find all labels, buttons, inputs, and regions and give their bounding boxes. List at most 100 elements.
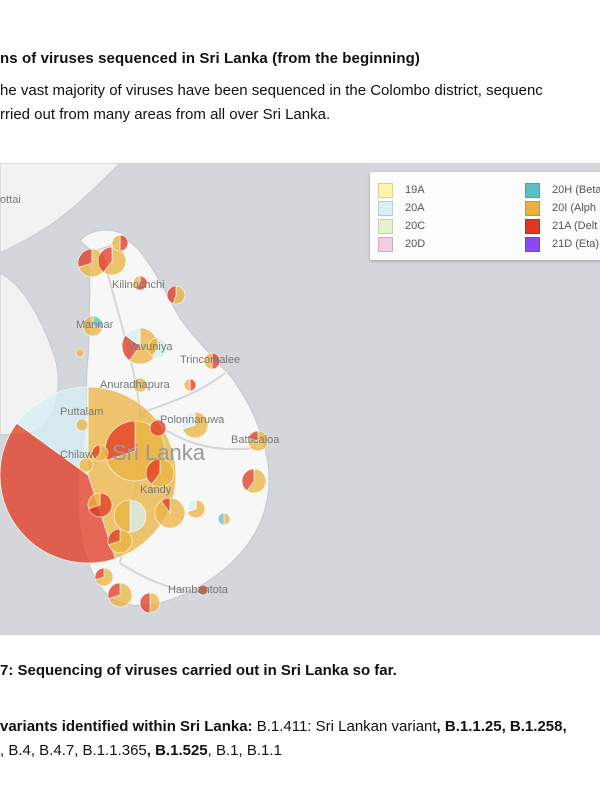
- variant-text: B.1.411: Sri Lankan variant: [252, 718, 437, 735]
- sequencing-pie-slice[interactable]: [217, 512, 225, 526]
- sequencing-pie-slice[interactable]: [91, 444, 101, 460]
- mainland-landmass: [0, 163, 121, 254]
- legend-label: 19A: [405, 184, 425, 196]
- variant-text: ,: [562, 718, 567, 735]
- map-canvas: ottai Kilinochchi Mannar Vavuniya Trincomale…: [0, 163, 280, 614]
- sequencing-pie-slice[interactable]: [182, 411, 209, 439]
- place-label: Kilinochchi: [112, 279, 165, 291]
- sequencing-pie-slice[interactable]: [16, 386, 89, 476]
- place-label: Trincomalee: [180, 354, 240, 366]
- legend-swatch: [525, 182, 540, 198]
- legend-item[interactable]: 20I (Alph: [525, 200, 596, 216]
- legend-label: 20I (Alph: [552, 202, 597, 214]
- sequencing-pie-slice[interactable]: [132, 377, 148, 393]
- legend-item[interactable]: 20D: [378, 236, 425, 252]
- variant-text: , B.1, B.1.1: [207, 742, 282, 759]
- legend-swatch: [378, 182, 393, 198]
- legend-label: 20C: [405, 220, 426, 232]
- sequencing-pie-slice[interactable]: [160, 497, 171, 514]
- sequencing-pie-slice[interactable]: [135, 275, 148, 291]
- sequencing-pie-slice[interactable]: [0, 422, 116, 564]
- sequencing-pie-slice[interactable]: [247, 430, 269, 452]
- sequencing-pie-slice[interactable]: [166, 285, 177, 304]
- sequencing-pie-slice[interactable]: [111, 234, 121, 252]
- sequencing-pie-slice[interactable]: [149, 592, 161, 614]
- legend-item[interactable]: 21A (Delt: [525, 218, 597, 234]
- sequencing-pie-slice[interactable]: [145, 458, 161, 485]
- legend-item[interactable]: 19A: [378, 182, 425, 198]
- figure-caption: 7: Sequencing of viruses carried out in …: [0, 662, 397, 679]
- sequencing-pie-slice[interactable]: [97, 246, 113, 273]
- paragraph-line-2: rried out from many areas from all over …: [0, 106, 331, 123]
- sequencing-pie-slice[interactable]: [197, 584, 209, 596]
- variants-line-2: , B.4, B.4.7, B.1.1.365, B.1.525, B.1, B…: [0, 742, 282, 759]
- variants-label: variants identified within Sri Lanka:: [0, 718, 253, 735]
- sequencing-pie-slice[interactable]: [139, 592, 151, 614]
- sequencing-pie-slice[interactable]: [75, 418, 89, 432]
- place-label: Mannar: [76, 319, 114, 331]
- legend-item[interactable]: 20C: [378, 218, 425, 234]
- variant-text: , B.4, B.4.7, B.1.1.365: [0, 742, 147, 759]
- variant-text: , B.1.525: [146, 742, 208, 759]
- sequencing-pie-slice[interactable]: [147, 337, 159, 357]
- sequencing-pie-slice[interactable]: [246, 468, 267, 494]
- sequencing-pie-slice[interactable]: [75, 348, 85, 358]
- section-heading: ns of viruses sequenced in Sri Lanka (fr…: [0, 50, 420, 67]
- sequencing-pie-slice[interactable]: [113, 499, 131, 533]
- sequencing-pie-slice[interactable]: [78, 457, 94, 473]
- legend-swatch: [378, 200, 393, 216]
- sequencing-pie-slice[interactable]: [203, 352, 213, 370]
- sequencing-pie-slice[interactable]: [77, 248, 93, 268]
- sequencing-pie-slice[interactable]: [186, 499, 197, 513]
- sequencing-pie-slice[interactable]: [107, 582, 121, 600]
- place-label: Anuradhapura: [100, 379, 171, 391]
- legend-swatch: [378, 236, 393, 252]
- legend-item[interactable]: 21D (Eta): [525, 236, 599, 252]
- sequencing-pie-slice[interactable]: [181, 411, 196, 430]
- place-label: Hambantota: [168, 584, 229, 596]
- legend-label: 20H (Beta: [552, 184, 600, 196]
- sequencing-pie-slice[interactable]: [149, 419, 167, 437]
- sequencing-pie-slice[interactable]: [151, 458, 175, 488]
- sequencing-pie-slice[interactable]: [87, 492, 101, 510]
- legend-label: 21A (Delt: [552, 220, 598, 232]
- sequencing-pie-slice[interactable]: [223, 512, 231, 526]
- sequencing-pie-slice[interactable]: [94, 567, 105, 581]
- place-label: Kandy: [140, 484, 172, 496]
- sequencing-pie-slice[interactable]: [241, 468, 255, 492]
- sequencing-pie-slice[interactable]: [125, 327, 141, 347]
- sequencing-pie-slice[interactable]: [248, 430, 259, 442]
- place-label: Batticaloa: [231, 434, 280, 446]
- clade-legend: 19A 20H (Beta 20A 20I (Alph 20C 21A (Del…: [370, 172, 600, 260]
- legend-swatch: [525, 218, 540, 234]
- place-label: ottai: [0, 194, 21, 206]
- sequencing-pie-slice[interactable]: [151, 337, 169, 359]
- sequencing-pie-slice[interactable]: [129, 499, 147, 533]
- legend-swatch: [378, 218, 393, 234]
- country-label: Sri Lanka: [112, 440, 206, 465]
- place-label: Puttalam: [60, 406, 103, 418]
- sequencing-pie-slice[interactable]: [119, 234, 129, 252]
- sequencing-pie-slice[interactable]: [183, 378, 191, 392]
- sequencing-pie-slice[interactable]: [107, 528, 121, 546]
- sequencing-pie-slice[interactable]: [211, 352, 221, 370]
- sequencing-pie-slice[interactable]: [94, 444, 109, 462]
- place-label: Polonnaruwa: [160, 414, 225, 426]
- legend-label: 21D (Eta): [552, 238, 600, 250]
- jaffna-peninsula: [79, 229, 126, 252]
- sequencing-pie-slice[interactable]: [189, 378, 197, 392]
- place-label: Vavuniya: [128, 341, 173, 353]
- legend-swatch: [525, 236, 540, 252]
- sequencing-pie-slice[interactable]: [82, 315, 103, 337]
- legend-item[interactable]: 20H (Beta: [525, 182, 600, 198]
- variant-text: , B.1.1.25: [436, 718, 502, 735]
- legend-item[interactable]: 20A: [378, 200, 425, 216]
- legend-label: 20D: [405, 238, 426, 250]
- variants-line-1: variants identified within Sri Lanka: B.…: [0, 718, 567, 735]
- place-label: Chilaw: [60, 449, 93, 461]
- paragraph-line-1: he vast majority of viruses have been se…: [0, 82, 543, 99]
- legend-swatch: [525, 200, 540, 216]
- legend-label: 20A: [405, 202, 425, 214]
- sequencing-pie-slice[interactable]: [132, 275, 141, 290]
- variant-text: , B.1.258: [501, 718, 563, 735]
